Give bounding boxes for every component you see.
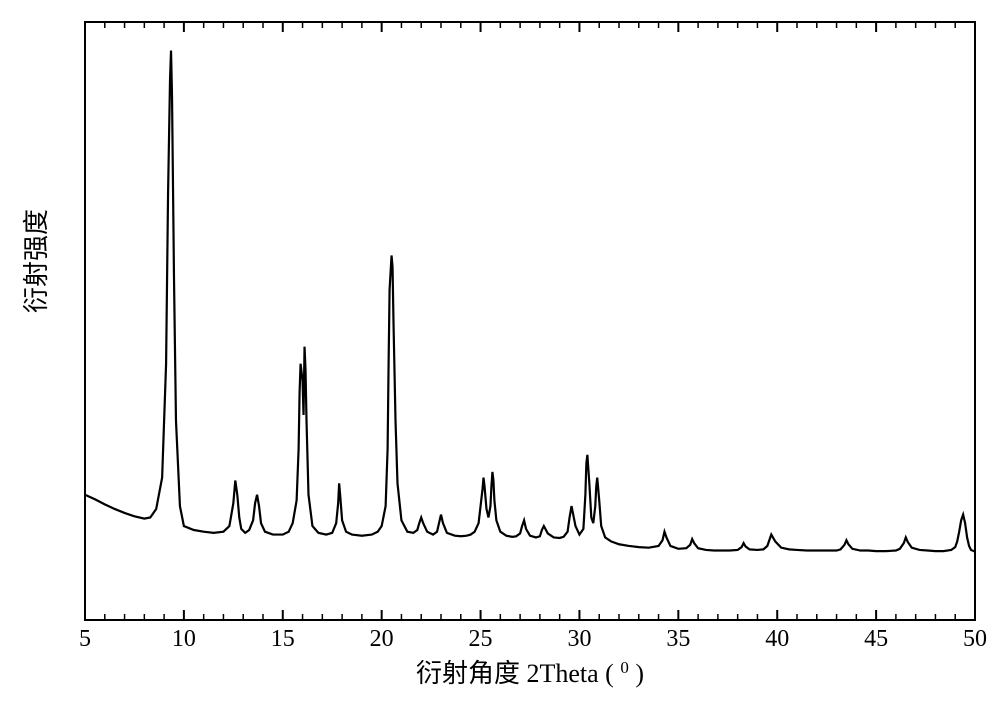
svg-text:15: 15 [271, 626, 295, 652]
x-minor-ticks [105, 22, 955, 620]
svg-text:35: 35 [666, 626, 690, 652]
svg-text:20: 20 [370, 626, 394, 652]
svg-text:50: 50 [963, 626, 987, 652]
y-axis-label: 衍射强度 [22, 209, 51, 313]
xrd-pattern-line [85, 50, 975, 551]
chart-svg: 5 10 15 20 25 30 35 40 45 50 衍射角度 2Theta ( 0 ) 衍射… [0, 0, 1000, 711]
svg-text:45: 45 [864, 626, 888, 652]
x-tick-labels: 5 10 15 20 25 30 35 40 45 50 [79, 626, 987, 652]
xrd-chart: 5 10 15 20 25 30 35 40 45 50 衍射角度 2Theta ( 0 ) 衍射… [0, 0, 1000, 711]
x-axis-label: 衍射角度 2Theta ( 0 ) [416, 658, 644, 689]
svg-text:5: 5 [79, 626, 91, 652]
svg-text:25: 25 [469, 626, 493, 652]
x-major-ticks [85, 22, 975, 620]
svg-text:10: 10 [172, 626, 196, 652]
svg-text:40: 40 [765, 626, 789, 652]
plot-border [85, 22, 975, 620]
svg-text:30: 30 [567, 626, 591, 652]
